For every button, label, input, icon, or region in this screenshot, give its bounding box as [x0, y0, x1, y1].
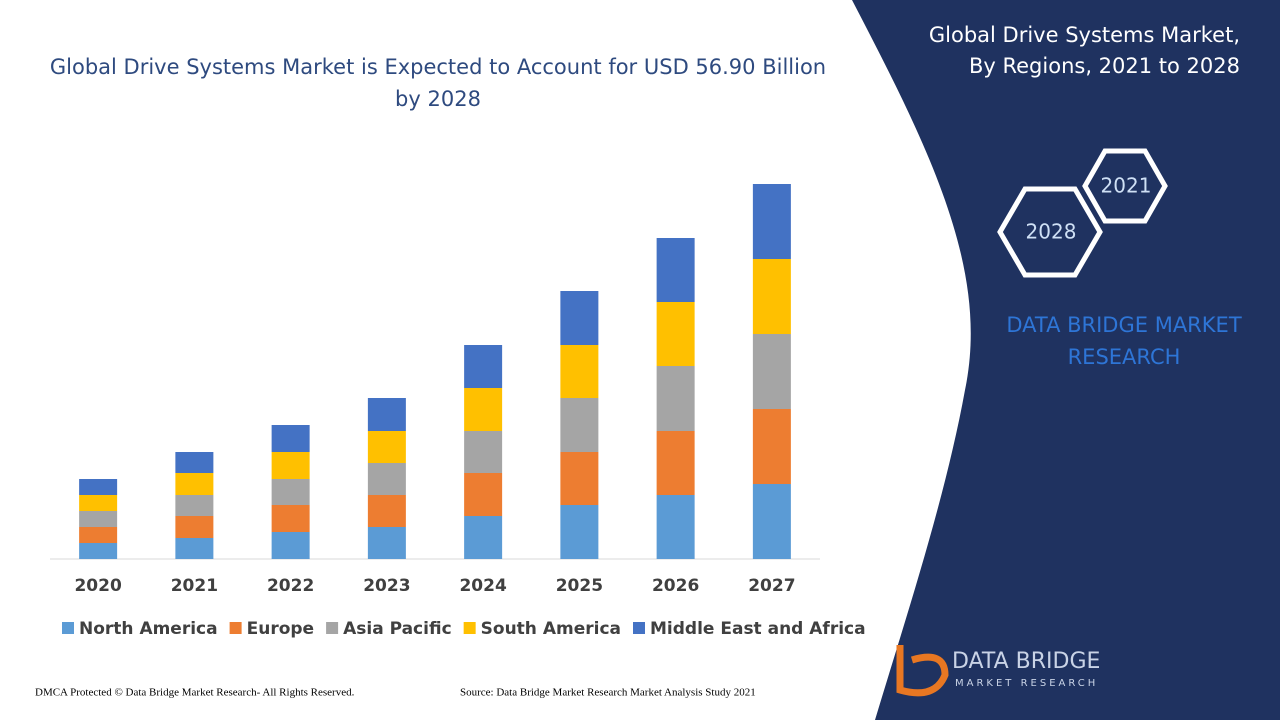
bar-segment — [656, 366, 695, 431]
panel-title: Global Drive Systems Market, — [929, 23, 1240, 47]
bar-segment — [79, 543, 118, 559]
bar-segment — [656, 238, 695, 302]
bar-segment — [367, 463, 406, 495]
bar-segment — [79, 479, 118, 495]
logo-mark — [896, 645, 949, 697]
bar-segment — [271, 452, 310, 479]
bar-segment — [464, 345, 503, 388]
logo-name: DATA BRIDGE — [952, 649, 1100, 674]
chart-title-line: Global Drive Systems Market is Expected … — [50, 55, 826, 79]
bar-segment — [271, 532, 310, 559]
bar-segment — [464, 431, 503, 473]
bar-segment — [79, 527, 118, 543]
x-tick-label: 2025 — [556, 576, 603, 596]
legend-label: Middle East and Africa — [650, 619, 866, 639]
bar-segment — [656, 302, 695, 366]
legend-swatch — [463, 622, 476, 634]
x-tick-label: 2024 — [459, 576, 506, 596]
bar-segment — [79, 495, 118, 511]
bar-segment — [175, 452, 214, 473]
bar-segment — [271, 479, 310, 505]
bar-segment — [175, 538, 214, 559]
panel-title: By Regions, 2021 to 2028 — [969, 54, 1240, 78]
footer-right: Source: Data Bridge Market Research Mark… — [460, 687, 756, 699]
legend-swatch — [62, 622, 74, 634]
chart-title-line: by 2028 — [395, 87, 481, 111]
bar-segment — [175, 473, 214, 495]
bar-segment — [79, 511, 118, 527]
legend-label: North America — [79, 619, 218, 639]
hexagon — [997, 186, 1103, 278]
hexagon-label: 2021 — [1101, 174, 1152, 198]
bar-segment — [367, 431, 406, 463]
bar-segment — [271, 425, 310, 452]
bar-segment — [175, 495, 214, 516]
bar-segment — [656, 495, 695, 559]
bar-segment — [464, 388, 503, 431]
bar-segment — [464, 473, 503, 516]
hexagon-label: 2028 — [1026, 220, 1077, 244]
bar-segment — [752, 259, 791, 334]
bar-segment — [560, 505, 599, 559]
bar-segment — [175, 516, 214, 538]
x-tick-label: 2023 — [363, 576, 410, 596]
bar-segment — [752, 409, 791, 484]
bar-segment — [752, 184, 791, 259]
bar-segment — [560, 345, 599, 398]
bar-segment — [464, 516, 503, 559]
legend-label: South America — [481, 619, 621, 639]
hexagon — [1082, 148, 1168, 224]
legend-label: Europe — [247, 619, 314, 639]
footer-left: DMCA Protected © Data Bridge Market Rese… — [35, 687, 355, 699]
bar-segment — [367, 527, 406, 559]
x-tick-label: 2021 — [171, 576, 218, 596]
bar-segment — [752, 484, 791, 559]
bar-segment — [367, 495, 406, 527]
bar-segment — [752, 334, 791, 409]
bar-segment — [656, 431, 695, 495]
bar-segment — [271, 505, 310, 532]
bar-segment — [560, 291, 599, 345]
bar-segment — [367, 398, 406, 431]
x-tick-label: 2022 — [267, 576, 314, 596]
x-tick-label: 2027 — [748, 576, 795, 596]
logo-tagline: MARKET RESEARCH — [955, 678, 1098, 689]
side-panel — [852, 0, 1280, 720]
brand-text: RESEARCH — [1068, 345, 1181, 369]
bar-segment — [560, 452, 599, 505]
legend-swatch — [229, 622, 242, 634]
legend-swatch — [633, 622, 645, 634]
legend-label: Asia Pacific — [343, 619, 452, 639]
legend-swatch — [326, 622, 339, 634]
x-tick-label: 2026 — [652, 576, 699, 596]
brand-text: DATA BRIDGE MARKET — [1006, 313, 1241, 337]
bar-segment — [560, 398, 599, 452]
x-tick-label: 2020 — [74, 576, 121, 596]
